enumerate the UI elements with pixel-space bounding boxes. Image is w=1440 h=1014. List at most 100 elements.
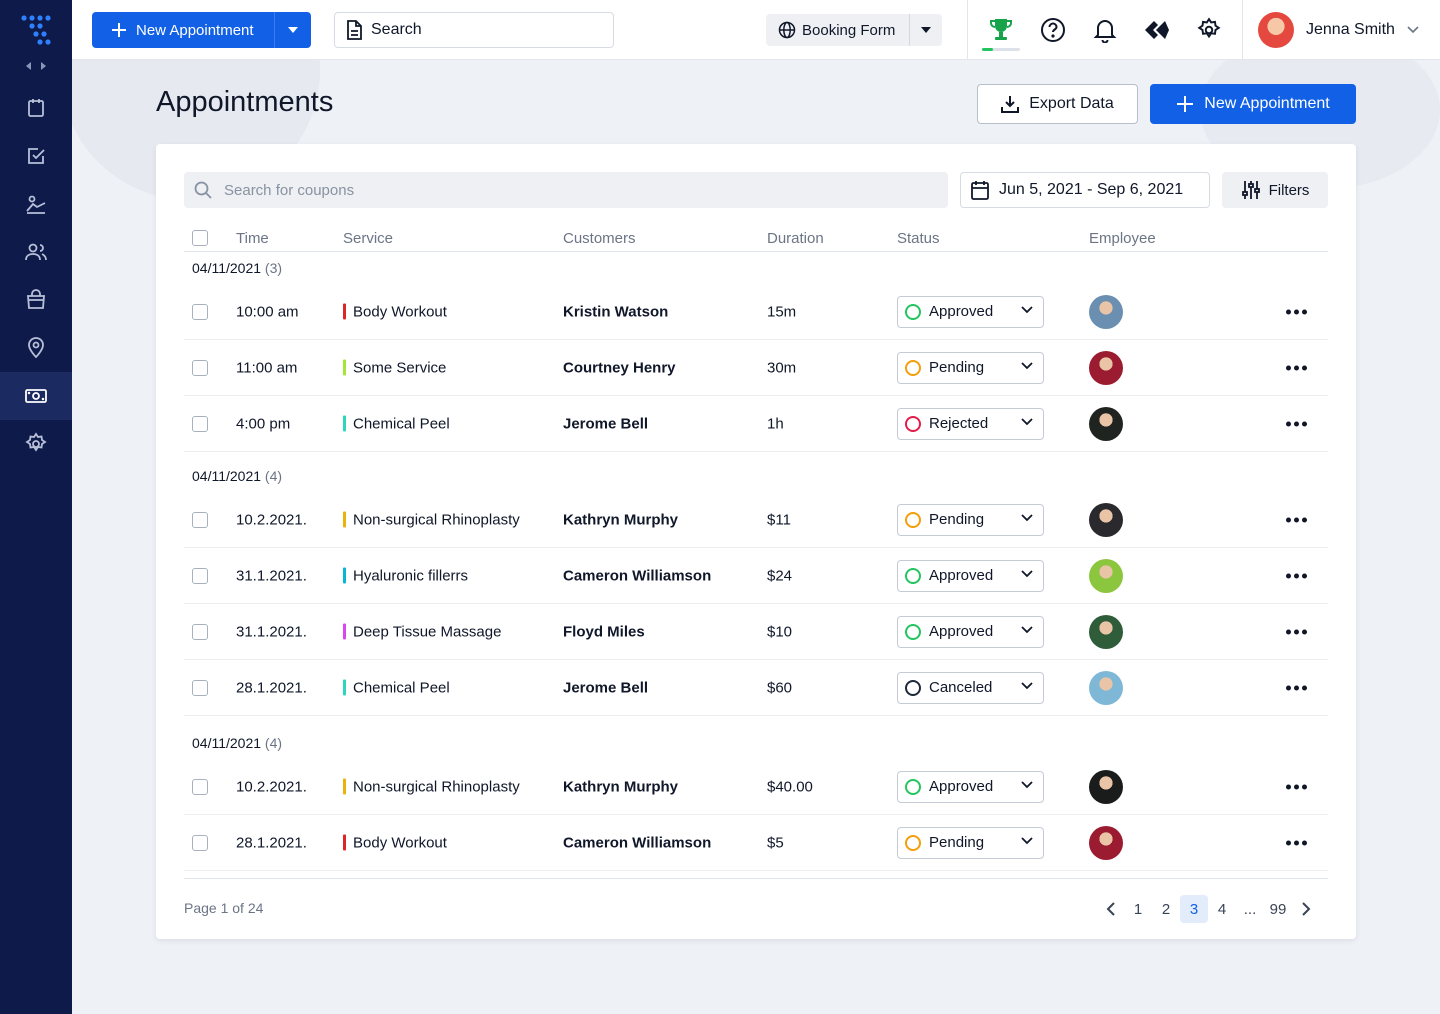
- employee-avatar[interactable]: [1089, 350, 1123, 385]
- row-more-button[interactable]: [1286, 517, 1307, 522]
- achievements-button[interactable]: [987, 16, 1015, 44]
- settings-button[interactable]: [1195, 16, 1223, 44]
- table-row[interactable]: 10.2.2021. Non-surgical Rhinoplasty Kath…: [184, 492, 1328, 548]
- sidebar-item-locations[interactable]: [0, 324, 72, 372]
- row-more-button[interactable]: [1286, 421, 1307, 426]
- employee-avatar[interactable]: [1089, 614, 1123, 649]
- sidebar-item-store[interactable]: [0, 276, 72, 324]
- export-data-button[interactable]: Export Data: [977, 84, 1138, 124]
- next-page-button[interactable]: [1292, 895, 1320, 923]
- status-select[interactable]: Rejected: [897, 407, 1044, 440]
- row-customer[interactable]: Jerome Bell: [563, 415, 649, 432]
- status-select[interactable]: Approved: [897, 770, 1044, 803]
- service-name: Some Service: [353, 359, 447, 376]
- employee-avatar[interactable]: [1089, 294, 1123, 329]
- table-row[interactable]: 4:00 pm Chemical Peel Jerome Bell 1h Rej…: [184, 396, 1328, 452]
- column-header-employee[interactable]: Employee: [1089, 230, 1156, 247]
- row-checkbox[interactable]: [192, 359, 208, 376]
- row-duration: $11: [767, 511, 791, 528]
- column-header-time[interactable]: Time: [236, 230, 269, 247]
- row-customer[interactable]: Courtney Henry: [563, 359, 676, 376]
- row-more-button[interactable]: [1286, 365, 1307, 370]
- table-row[interactable]: 31.1.2021. Deep Tissue Massage Floyd Mil…: [184, 604, 1328, 660]
- row-checkbox[interactable]: [192, 567, 208, 584]
- logo-icon[interactable]: [20, 14, 52, 46]
- page-number-button[interactable]: 3: [1180, 895, 1208, 923]
- row-customer[interactable]: Cameron Williamson: [563, 834, 712, 851]
- status-select[interactable]: Pending: [897, 503, 1044, 536]
- employee-avatar[interactable]: [1089, 825, 1123, 860]
- more-dot-icon: [1294, 573, 1299, 578]
- table-row[interactable]: 28.1.2021. Chemical Peel Jerome Bell $60…: [184, 660, 1328, 716]
- table-row[interactable]: 10:00 am Body Workout Kristin Watson 15m…: [184, 284, 1328, 340]
- booking-form-dropdown-button[interactable]: [910, 14, 942, 46]
- sidebar-item-services[interactable]: [0, 180, 72, 228]
- employee-avatar[interactable]: [1089, 670, 1123, 705]
- row-customer[interactable]: Cameron Williamson: [563, 567, 712, 584]
- row-customer[interactable]: Floyd Miles: [563, 623, 645, 640]
- status-select[interactable]: Pending: [897, 826, 1044, 859]
- status-ring-icon: [905, 415, 921, 432]
- row-customer[interactable]: Kristin Watson: [563, 303, 669, 320]
- row-more-button[interactable]: [1286, 309, 1307, 314]
- employee-avatar[interactable]: [1089, 406, 1123, 441]
- sidebar-item-finance[interactable]: [0, 372, 72, 420]
- row-checkbox[interactable]: [192, 778, 208, 795]
- header-new-appointment-button[interactable]: New Appointment: [92, 12, 275, 48]
- table-row[interactable]: 11:00 am Some Service Courtney Henry 30m…: [184, 340, 1328, 396]
- row-checkbox[interactable]: [192, 511, 208, 528]
- chevron-down-icon: [1021, 361, 1033, 369]
- sidebar-item-tasks[interactable]: [0, 132, 72, 180]
- status-select[interactable]: Approved: [897, 559, 1044, 592]
- page-number-button[interactable]: 99: [1269, 900, 1287, 918]
- booking-form-button[interactable]: Booking Form: [766, 14, 911, 46]
- status-select[interactable]: Pending: [897, 351, 1044, 384]
- row-checkbox[interactable]: [192, 303, 208, 320]
- column-header-customers[interactable]: Customers: [563, 230, 636, 247]
- row-more-button[interactable]: [1286, 685, 1307, 690]
- global-search[interactable]: Search: [334, 12, 614, 48]
- row-checkbox[interactable]: [192, 623, 208, 640]
- sidebar-item-settings[interactable]: [0, 420, 72, 468]
- employee-avatar[interactable]: [1089, 769, 1123, 804]
- status-select[interactable]: Canceled: [897, 671, 1044, 704]
- coupon-search-input[interactable]: [224, 181, 904, 199]
- notifications-button[interactable]: [1091, 16, 1119, 44]
- prev-page-button[interactable]: [1096, 895, 1124, 923]
- employee-avatar[interactable]: [1089, 558, 1123, 593]
- row-more-button[interactable]: [1286, 629, 1307, 634]
- row-checkbox[interactable]: [192, 415, 208, 432]
- row-more-button[interactable]: [1286, 573, 1307, 578]
- date-range-picker[interactable]: Jun 5, 2021 - Sep 6, 2021: [960, 172, 1210, 208]
- row-customer[interactable]: Jerome Bell: [563, 679, 649, 696]
- integrations-button[interactable]: [1143, 16, 1171, 44]
- row-more-button[interactable]: [1286, 784, 1307, 789]
- column-header-service[interactable]: Service: [343, 230, 394, 247]
- employee-avatar[interactable]: [1089, 502, 1123, 537]
- table-row[interactable]: 31.1.2021. Hyaluronic fillerrs Cameron W…: [184, 548, 1328, 604]
- column-header-status[interactable]: Status: [897, 230, 940, 247]
- table-row[interactable]: 28.1.2021. Body Workout Cameron Williams…: [184, 815, 1328, 871]
- page-number-button[interactable]: 4: [1217, 900, 1227, 918]
- column-header-duration[interactable]: Duration: [767, 230, 824, 247]
- help-button[interactable]: [1039, 16, 1067, 44]
- new-appointment-dropdown-button[interactable]: [275, 12, 311, 48]
- row-more-button[interactable]: [1286, 840, 1307, 845]
- select-all-checkbox[interactable]: [192, 230, 208, 246]
- new-appointment-button[interactable]: New Appointment: [1150, 84, 1356, 124]
- more-dot-icon: [1286, 365, 1291, 370]
- sidebar-item-calendar[interactable]: [0, 84, 72, 132]
- row-customer[interactable]: Kathryn Murphy: [563, 511, 679, 528]
- table-row[interactable]: 10.2.2021. Non-surgical Rhinoplasty Kath…: [184, 759, 1328, 815]
- filters-button[interactable]: Filters: [1222, 172, 1328, 208]
- page-number-button[interactable]: 1: [1133, 900, 1143, 918]
- status-select[interactable]: Approved: [897, 615, 1044, 648]
- user-menu[interactable]: Jenna Smith: [1258, 12, 1419, 48]
- collapse-arrows-icon[interactable]: [25, 60, 47, 72]
- row-checkbox[interactable]: [192, 834, 208, 851]
- status-select[interactable]: Approved: [897, 295, 1044, 328]
- sidebar-item-customers[interactable]: [0, 228, 72, 276]
- row-customer[interactable]: Kathryn Murphy: [563, 778, 679, 795]
- row-checkbox[interactable]: [192, 679, 208, 696]
- page-number-button[interactable]: 2: [1161, 900, 1171, 918]
